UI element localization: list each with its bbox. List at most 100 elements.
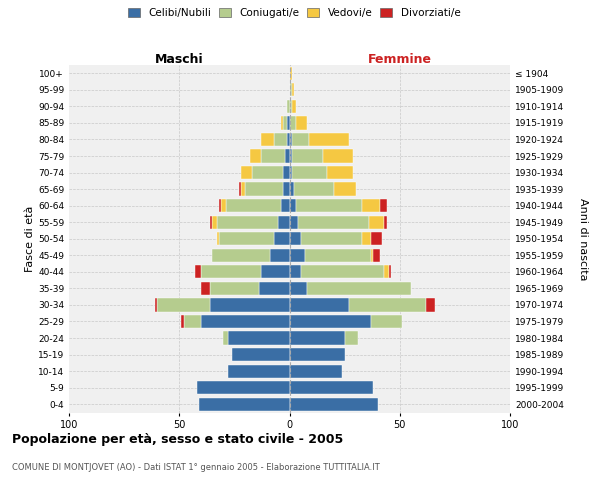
Bar: [385, 265, 389, 278]
Bar: [287, 100, 290, 113]
Bar: [294, 182, 334, 196]
Bar: [301, 232, 362, 245]
Bar: [194, 265, 202, 278]
Bar: [373, 248, 380, 262]
Bar: [290, 381, 373, 394]
Bar: [241, 166, 252, 179]
Bar: [290, 398, 378, 411]
Bar: [292, 133, 310, 146]
Bar: [290, 282, 307, 295]
Bar: [385, 216, 386, 229]
Bar: [155, 298, 157, 312]
Bar: [290, 150, 292, 162]
Y-axis label: Anni di nascita: Anni di nascita: [578, 198, 588, 280]
Bar: [323, 150, 353, 162]
Bar: [298, 216, 369, 229]
Bar: [290, 216, 298, 229]
Bar: [219, 199, 221, 212]
Bar: [290, 315, 371, 328]
Y-axis label: Fasce di età: Fasce di età: [25, 206, 35, 272]
Bar: [290, 232, 301, 245]
Bar: [290, 182, 294, 196]
Bar: [212, 216, 217, 229]
Bar: [241, 182, 245, 196]
Bar: [290, 348, 344, 361]
Bar: [239, 182, 241, 196]
Bar: [281, 116, 283, 130]
Bar: [210, 282, 259, 295]
Bar: [290, 364, 343, 378]
Bar: [344, 332, 358, 344]
Bar: [232, 348, 290, 361]
Bar: [210, 298, 290, 312]
Bar: [285, 150, 290, 162]
Bar: [369, 216, 385, 229]
Bar: [226, 199, 281, 212]
Bar: [259, 282, 290, 295]
Bar: [301, 265, 385, 278]
Bar: [362, 232, 371, 245]
Bar: [290, 199, 296, 212]
Bar: [307, 282, 411, 295]
Bar: [210, 216, 212, 229]
Bar: [334, 182, 356, 196]
Bar: [296, 116, 307, 130]
Bar: [290, 265, 301, 278]
Bar: [283, 166, 290, 179]
Bar: [223, 332, 228, 344]
Bar: [202, 315, 290, 328]
Bar: [202, 282, 210, 295]
Bar: [327, 166, 353, 179]
Bar: [380, 199, 386, 212]
Bar: [290, 298, 349, 312]
Bar: [290, 248, 305, 262]
Bar: [305, 248, 371, 262]
Legend: Celibi/Nubili, Coniugati/e, Vedovi/e, Divorziati/e: Celibi/Nubili, Coniugati/e, Vedovi/e, Di…: [125, 5, 463, 21]
Bar: [181, 315, 184, 328]
Bar: [261, 265, 290, 278]
Bar: [290, 66, 292, 80]
Bar: [287, 116, 290, 130]
Bar: [283, 182, 290, 196]
Bar: [157, 298, 210, 312]
Bar: [310, 133, 349, 146]
Bar: [184, 315, 202, 328]
Bar: [292, 83, 294, 96]
Bar: [197, 381, 290, 394]
Bar: [426, 298, 435, 312]
Bar: [252, 166, 283, 179]
Bar: [371, 315, 402, 328]
Bar: [389, 265, 391, 278]
Bar: [292, 150, 323, 162]
Bar: [290, 83, 292, 96]
Bar: [278, 216, 290, 229]
Bar: [199, 398, 290, 411]
Text: Maschi: Maschi: [155, 53, 203, 66]
Bar: [228, 332, 290, 344]
Bar: [212, 248, 269, 262]
Text: Popolazione per età, sesso e stato civile - 2005: Popolazione per età, sesso e stato civil…: [12, 432, 343, 446]
Bar: [217, 232, 219, 245]
Bar: [290, 166, 292, 179]
Bar: [371, 232, 382, 245]
Text: Femmine: Femmine: [368, 53, 432, 66]
Bar: [274, 232, 290, 245]
Bar: [290, 100, 292, 113]
Bar: [349, 298, 426, 312]
Bar: [290, 133, 292, 146]
Bar: [290, 116, 296, 130]
Bar: [261, 150, 285, 162]
Bar: [290, 332, 344, 344]
Bar: [292, 100, 296, 113]
Bar: [221, 199, 226, 212]
Bar: [250, 150, 261, 162]
Bar: [201, 265, 261, 278]
Bar: [245, 182, 283, 196]
Bar: [362, 199, 380, 212]
Bar: [269, 248, 290, 262]
Text: COMUNE DI MONTJOVET (AO) - Dati ISTAT 1° gennaio 2005 - Elaborazione TUTTITALIA.: COMUNE DI MONTJOVET (AO) - Dati ISTAT 1°…: [12, 462, 380, 471]
Bar: [371, 248, 373, 262]
Bar: [287, 133, 290, 146]
Bar: [219, 232, 274, 245]
Bar: [274, 133, 287, 146]
